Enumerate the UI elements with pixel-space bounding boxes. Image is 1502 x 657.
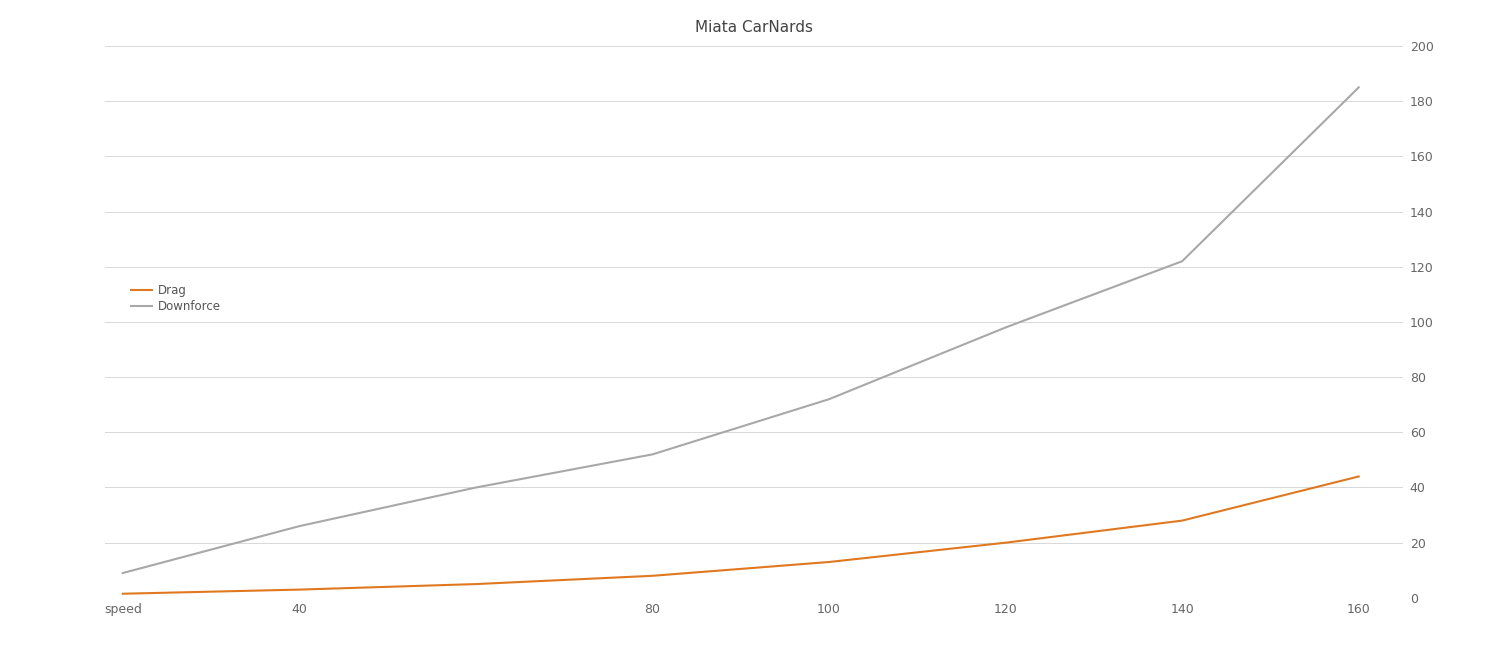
- Downforce: [467, 484, 485, 491]
- Downforce: [643, 451, 661, 459]
- Title: Miata CarNards: Miata CarNards: [695, 20, 813, 35]
- Drag: [290, 585, 308, 593]
- Downforce: [290, 522, 308, 530]
- Downforce: [820, 396, 838, 403]
- Drag: [1350, 472, 1368, 480]
- Line: Downforce: Downforce: [123, 87, 1359, 573]
- Drag: [114, 590, 132, 598]
- Line: Drag: Drag: [123, 476, 1359, 594]
- Drag: [820, 558, 838, 566]
- Drag: [1173, 516, 1191, 524]
- Downforce: [1173, 258, 1191, 265]
- Legend: Drag, Downforce: Drag, Downforce: [131, 284, 221, 313]
- Downforce: [997, 323, 1015, 331]
- Drag: [643, 572, 661, 579]
- Downforce: [1350, 83, 1368, 91]
- Drag: [997, 539, 1015, 547]
- Downforce: [114, 569, 132, 577]
- Drag: [467, 580, 485, 588]
